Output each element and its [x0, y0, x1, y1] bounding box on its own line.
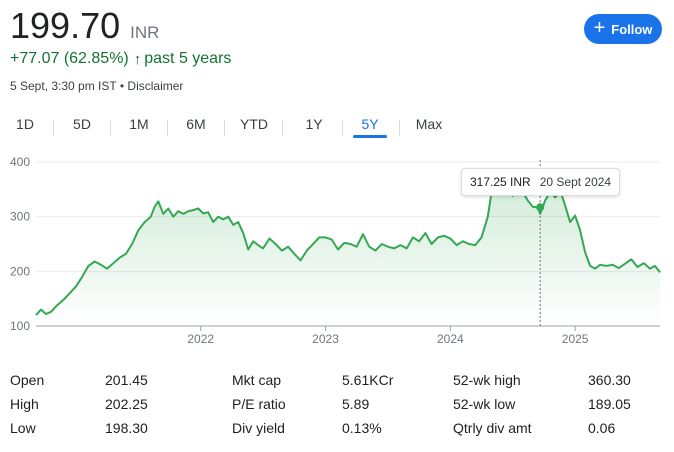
follow-label: Follow	[611, 21, 653, 37]
stat-value: 201.45	[105, 372, 148, 388]
key-stats-table: Open 201.45 Mkt cap 5.61KCr 52-wk high 3…	[10, 368, 674, 440]
arrow-up-icon: ↑	[133, 50, 142, 68]
stats-row: High 202.25 P/E ratio 5.89 52-wk low 189…	[10, 392, 674, 416]
range-tab-1d[interactable]: 1D	[16, 116, 34, 132]
x-axis: 2022 2023 2024 2025	[187, 326, 589, 346]
price-header: 199.70 INR	[10, 6, 159, 46]
x-tick-label: 2024	[437, 332, 464, 346]
x-tick-label: 2023	[312, 332, 339, 346]
stat-label: P/E ratio	[232, 396, 286, 412]
stat-value: 198.30	[105, 420, 148, 436]
follow-button[interactable]: + Follow	[584, 14, 662, 44]
tooltip-value: 317.25 INR	[470, 175, 531, 189]
range-tab-ytd[interactable]: YTD	[240, 116, 268, 132]
plus-icon: +	[593, 17, 606, 39]
range-tab-5y[interactable]: 5Y	[361, 116, 379, 132]
range-divider	[53, 120, 54, 136]
change-value: +77.07 (62.85%)	[10, 50, 129, 67]
range-divider	[110, 120, 111, 136]
stat-label: High	[10, 396, 39, 412]
range-divider	[399, 120, 400, 136]
y-tick-label: 200	[10, 264, 30, 278]
y-tick-label: 100	[10, 319, 30, 333]
range-divider	[282, 120, 283, 136]
y-axis: 400 300 200 100	[10, 155, 30, 333]
x-tick-label: 2025	[562, 332, 589, 346]
stat-value: 0.13%	[342, 420, 382, 436]
price-chart[interactable]: 400 300 200 100 2022 2023 2024 2025	[0, 150, 674, 350]
change-period: past 5 years	[144, 50, 232, 67]
current-price: 199.70	[10, 5, 121, 46]
stat-label: Mkt cap	[232, 372, 282, 388]
range-divider	[224, 120, 225, 136]
stat-value: 360.30	[588, 372, 631, 388]
stat-value: 5.89	[342, 396, 370, 412]
stats-row: Open 201.45 Mkt cap 5.61KCr 52-wk high 3…	[10, 368, 674, 392]
currency-label: INR	[130, 23, 160, 42]
hover-point	[536, 203, 545, 212]
range-divider	[342, 120, 343, 136]
disclaimer-link[interactable]: Disclaimer	[127, 79, 184, 93]
quote-timestamp: 5 Sept, 3:30 pm IST	[10, 79, 117, 93]
meta-separator: •	[119, 79, 125, 93]
price-change: +77.07 (62.85%) ↑ past 5 years	[10, 50, 231, 68]
stat-label: Open	[10, 372, 45, 388]
y-tick-label: 400	[10, 155, 30, 169]
stat-label: Div yield	[232, 420, 285, 436]
range-tab-5d[interactable]: 5D	[73, 116, 91, 132]
stat-label: 52-wk high	[453, 372, 521, 388]
stats-row: Low 198.30 Div yield 0.13% Qtrly div amt…	[10, 416, 674, 440]
quote-meta: 5 Sept, 3:30 pm IST • Disclaimer	[10, 79, 183, 93]
tooltip-date: 20 Sept 2024	[539, 175, 612, 189]
range-tab-1m[interactable]: 1M	[129, 116, 149, 132]
active-range-indicator	[353, 135, 387, 138]
price-area-fill	[36, 183, 660, 326]
stat-value: 189.05	[588, 396, 631, 412]
range-tab-1y[interactable]: 1Y	[305, 116, 323, 132]
stat-value: 5.61KCr	[342, 372, 394, 388]
stat-value: 0.06	[588, 420, 616, 436]
chart-tooltip: 317.25 INR 20 Sept 2024	[461, 168, 621, 196]
range-tab-6m[interactable]: 6M	[186, 116, 206, 132]
range-divider	[167, 120, 168, 136]
stat-label: Low	[10, 420, 36, 436]
stat-label: 52-wk low	[453, 396, 516, 412]
range-tab-max[interactable]: Max	[415, 116, 443, 132]
stat-label: Qtrly div amt	[453, 420, 532, 436]
stat-value: 202.25	[105, 396, 148, 412]
x-tick-label: 2022	[187, 332, 214, 346]
y-tick-label: 300	[10, 210, 30, 224]
